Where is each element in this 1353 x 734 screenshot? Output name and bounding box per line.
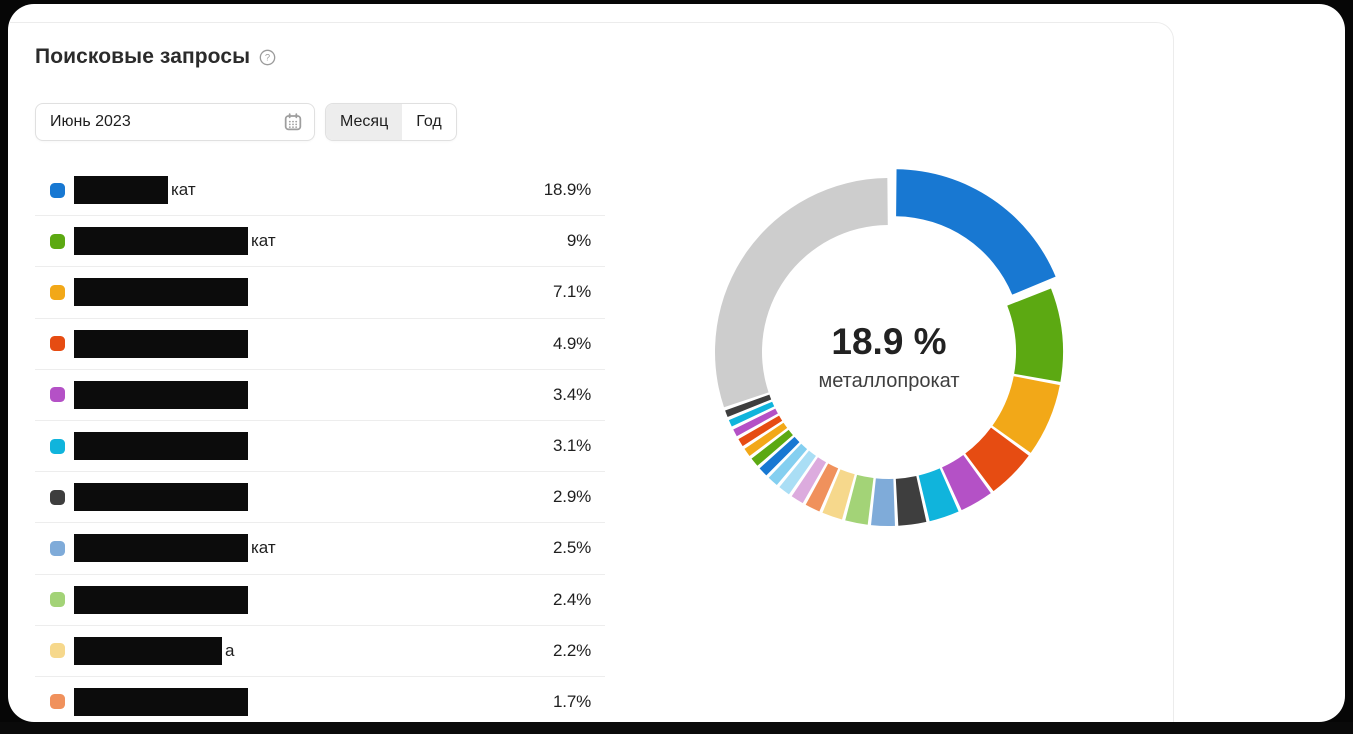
redacted-label [74,278,248,307]
color-swatch [50,233,65,249]
donut-segment[interactable] [895,476,927,526]
query-row[interactable]: 3.4% [35,370,605,421]
donut-remainder[interactable] [714,178,888,408]
label-suffix: а [225,640,235,660]
query-row[interactable]: 7.1% [35,267,605,319]
donut-segment[interactable] [744,422,788,457]
query-percent: 9% [566,231,591,251]
query-row[interactable]: 1.7% [35,677,605,722]
donut-segment[interactable] [791,457,827,504]
query-percent: 7.1% [553,282,591,302]
query-percent: 4.9% [553,333,591,353]
donut-segment[interactable] [751,429,793,466]
query-row[interactable]: кат 18.9% [35,165,605,217]
label-suffix: кат [171,180,196,200]
redacted-label [74,176,168,205]
panel-title: Поисковые запросы [35,45,251,68]
toggle-year-button[interactable]: Год [402,104,455,140]
panel-header: Поисковые запросы ? [35,45,276,69]
color-swatch [50,592,65,608]
donut-segment[interactable] [845,474,874,525]
donut-segment[interactable] [768,443,808,485]
label-suffix: кат [251,538,276,558]
color-swatch [50,387,65,403]
color-swatch [50,540,65,556]
donut-segment[interactable] [822,469,855,520]
donut-segment[interactable] [992,376,1060,453]
donut-segment[interactable] [942,454,991,511]
period-toggle: Месяц Год [325,103,457,141]
color-swatch [50,336,65,352]
donut-segment[interactable] [725,394,772,418]
redacted-label [74,687,248,716]
month-picker-value: Июнь 2023 [50,113,131,130]
query-percent: 3.1% [553,436,591,456]
redacted-label [74,380,248,409]
color-swatch [50,489,65,505]
color-swatch [50,284,65,300]
query-percent: 2.4% [553,589,591,609]
donut-segment[interactable] [918,468,959,522]
query-row[interactable]: кат 2.5% [35,523,605,575]
toggle-month-button[interactable]: Месяц [326,104,403,140]
redacted-label [74,432,248,461]
redacted-label [74,483,248,512]
redacted-label [74,227,248,256]
redacted-label [74,636,222,665]
query-percent: 2.2% [553,640,591,660]
color-swatch [50,438,65,454]
help-icon[interactable]: ? [259,49,276,66]
redacted-label [74,534,248,563]
donut-segment[interactable] [965,427,1029,492]
query-row[interactable]: 2.9% [35,472,605,524]
color-swatch [50,182,65,198]
svg-text:?: ? [265,52,270,63]
month-picker-input[interactable]: Июнь 2023 [35,103,315,141]
query-row[interactable]: а 2.2% [35,626,605,677]
donut-segment[interactable] [733,408,778,437]
donut-segment[interactable] [728,401,775,427]
donut-segment[interactable] [759,436,800,476]
donut-segment[interactable] [805,463,839,512]
query-row[interactable]: 3.1% [35,421,605,473]
donut-segment[interactable] [738,415,783,447]
query-percent: 3.4% [553,384,591,404]
filter-controls: Июнь 2023 Месяц Год [35,103,457,141]
query-row[interactable]: кат 9% [35,216,605,268]
redacted-label [74,585,248,614]
donut-segment[interactable] [1007,288,1063,382]
donut-segment[interactable] [896,169,1056,295]
search-queries-list: кат 18.9% кат 9% 7.1% 4.9% 3.4% 3.1% 2.9% кат 2.5%… [35,165,605,722]
query-percent: 2.5% [553,538,591,558]
donut-chart: 18.9 % металлопрокат [699,162,1079,542]
donut-segment[interactable] [871,478,895,527]
label-suffix: кат [251,231,276,251]
redacted-label [74,329,248,358]
query-percent: 2.9% [553,487,591,507]
widget-card: Поисковые запросы ? Июнь 2023 Месяц Год [8,4,1345,722]
query-row[interactable]: 2.4% [35,575,605,626]
query-percent: 18.9% [543,180,591,200]
color-swatch [50,643,65,659]
redaction-bar [0,722,1353,734]
donut-segment[interactable] [779,450,816,495]
query-percent: 1.7% [553,691,591,711]
query-row[interactable]: 4.9% [35,319,605,370]
color-swatch [50,694,65,710]
calendar-icon[interactable] [283,112,303,132]
